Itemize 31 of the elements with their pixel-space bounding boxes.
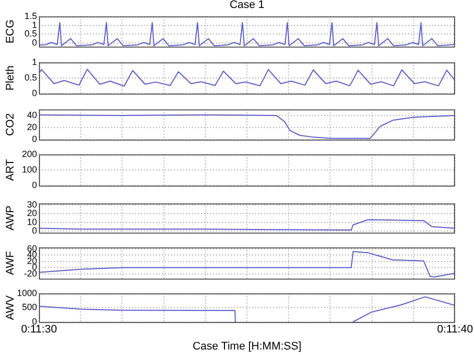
y-tick-label: 0 — [32, 134, 37, 144]
y-axis-title: AWF — [4, 250, 17, 276]
x-tick-label: 0:11:40 — [437, 324, 473, 336]
y-tick-label: 0.5 — [24, 28, 37, 39]
y-tick-label: 40 — [26, 110, 37, 120]
y-tick-label: 30 — [26, 200, 37, 210]
y-tick-label: 20 — [26, 208, 37, 218]
y-tick-label: 200 — [22, 148, 37, 159]
x-tick-label: 0:11:30 — [21, 324, 57, 336]
y-tick-label: 1 — [32, 56, 37, 67]
y-tick-label: 10 — [26, 216, 37, 227]
y-tick-label: 60 — [26, 243, 37, 254]
y-axis-title: AWP — [4, 206, 17, 230]
y-tick-label: 0 — [32, 225, 37, 236]
y-tick-label: 1.5 — [24, 10, 37, 21]
chart-title: Case 1 — [228, 0, 266, 11]
y-tick-label: 1 — [32, 20, 37, 30]
y-tick-label: 0.5 — [24, 72, 37, 82]
y-axis-title: ART — [4, 158, 17, 181]
y-axis-title: ECG — [4, 20, 17, 44]
y-tick-label: 500 — [22, 302, 37, 312]
y-axis-title: CO2 — [4, 113, 17, 136]
y-tick-label: 1000 — [16, 288, 37, 298]
y-tick-label: 0 — [32, 38, 37, 48]
y-tick-label: 100 — [22, 164, 37, 174]
y-axis-title: AWV — [4, 294, 17, 320]
y-tick-label: 20 — [26, 122, 37, 132]
x-axis-title: Case Time [H:MM:SS] — [192, 340, 302, 352]
y-tick-label: 0 — [32, 88, 37, 98]
y-tick-label: 0 — [32, 180, 37, 190]
y-axis-title: Pleth — [4, 65, 17, 91]
